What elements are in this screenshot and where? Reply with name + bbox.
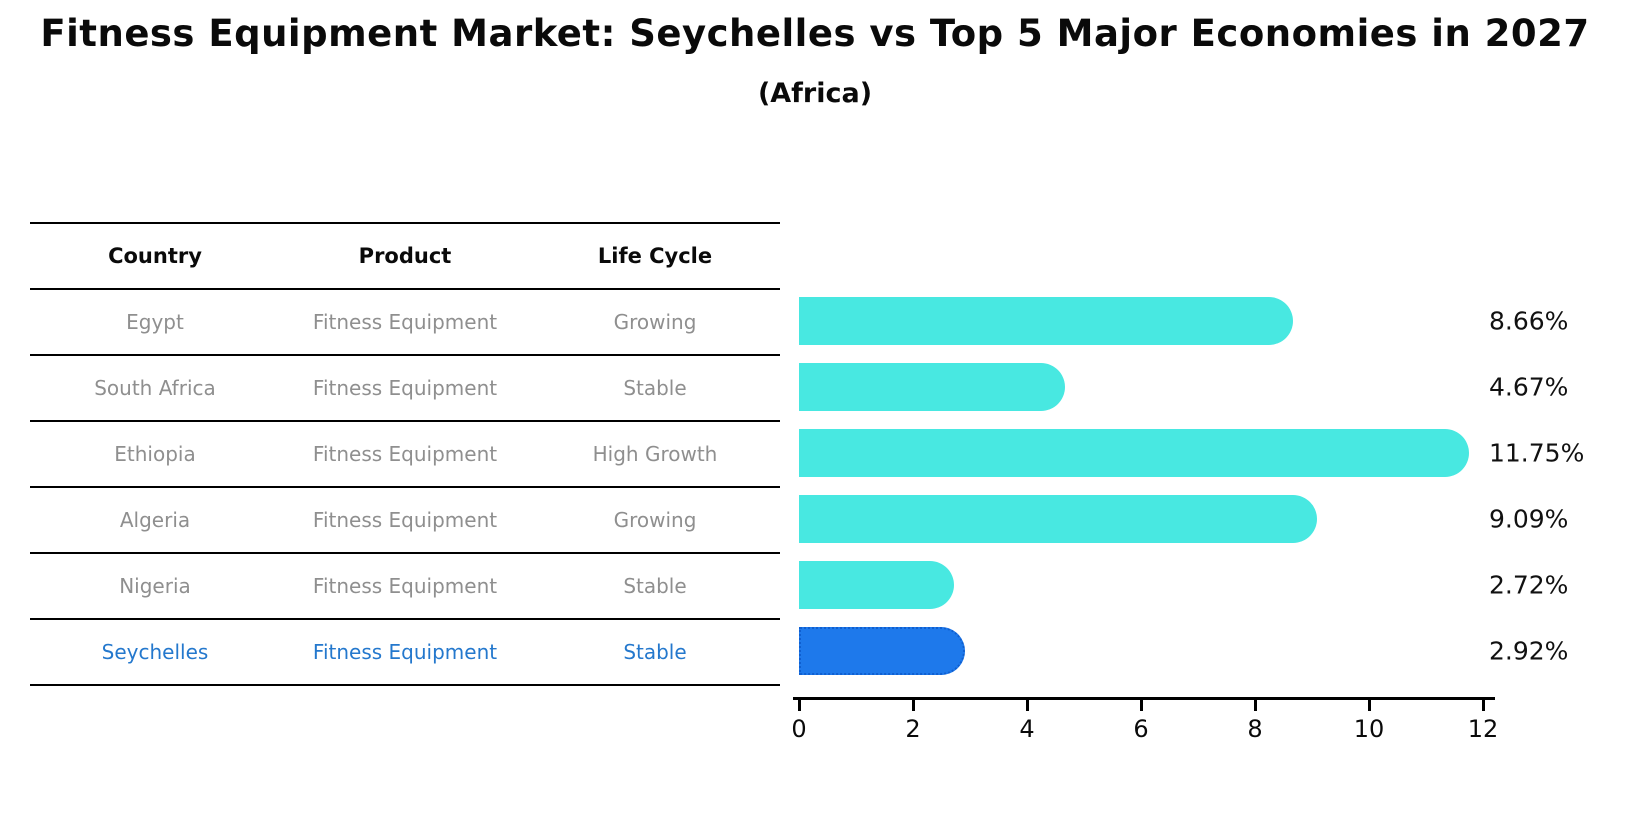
cell-product: Fitness Equipment — [312, 574, 498, 598]
bar-value-label: 4.67% — [1489, 372, 1569, 402]
cell-country: Algeria — [119, 508, 191, 532]
cell-country: Ethiopia — [114, 442, 196, 466]
x-axis-tick-label: 0 — [791, 715, 807, 743]
bar-lane: 2.72% — [799, 552, 1619, 618]
bar-nigeria — [799, 561, 954, 609]
x-axis-tick — [798, 700, 801, 711]
x-axis-tick-label: 4 — [1019, 715, 1035, 743]
bar-egypt — [799, 297, 1293, 345]
country-table: Country Product Life Cycle Egypt Fitness… — [30, 222, 780, 686]
table-row-nigeria: Nigeria Fitness Equipment Stable — [30, 553, 780, 619]
cell-country: Nigeria — [119, 574, 191, 598]
x-axis-tick-label: 6 — [1133, 715, 1149, 743]
column-header-product: Product — [358, 244, 452, 268]
x-axis-tick — [1482, 700, 1485, 711]
table-row-south-africa: South Africa Fitness Equipment Stable — [30, 355, 780, 421]
table-header: Country Product Life Cycle — [30, 223, 780, 289]
column-header-life-cycle: Life Cycle — [597, 244, 713, 268]
x-axis-tick — [1254, 700, 1257, 711]
x-axis-tick — [912, 700, 915, 711]
bar-lane: 11.75% — [799, 420, 1619, 486]
cell-product: Fitness Equipment — [312, 376, 498, 400]
cell-product: Fitness Equipment — [312, 442, 498, 466]
bar-lane: 8.66% — [799, 288, 1619, 354]
bar-value-label: 2.92% — [1489, 636, 1569, 666]
cell-life-cycle: Stable — [623, 640, 687, 664]
cell-product: Fitness Equipment — [312, 508, 498, 532]
bar-value-label: 2.72% — [1489, 570, 1569, 600]
cell-country: South Africa — [94, 376, 216, 400]
x-axis-tick-label: 8 — [1247, 715, 1263, 743]
cell-product: Fitness Equipment — [312, 640, 498, 664]
table-header-row: Country Product Life Cycle — [30, 223, 780, 289]
table-row-ethiopia: Ethiopia Fitness Equipment High Growth — [30, 421, 780, 487]
x-axis-line — [793, 697, 1495, 700]
cell-life-cycle: Stable — [623, 376, 687, 400]
x-axis: 0 2 4 6 8 10 12 — [791, 697, 1559, 767]
bar-lane: 9.09% — [799, 486, 1619, 552]
bar-south-africa — [799, 363, 1065, 411]
table-row-egypt: Egypt Fitness Equipment Growing — [30, 289, 780, 355]
x-axis-tick — [1140, 700, 1143, 711]
table-row-algeria: Algeria Fitness Equipment Growing — [30, 487, 780, 553]
bar-lane: 4.67% — [799, 354, 1619, 420]
x-axis-tick-label: 2 — [905, 715, 921, 743]
bar-value-label: 8.66% — [1489, 306, 1569, 336]
x-axis-tick — [1026, 700, 1029, 711]
bar-value-label: 11.75% — [1489, 438, 1585, 468]
cell-product: Fitness Equipment — [312, 310, 498, 334]
chart-subtitle: (Africa) — [757, 78, 873, 109]
x-axis-tick-label: 12 — [1467, 715, 1499, 743]
chart-title: Fitness Equipment Market: Seychelles vs … — [40, 12, 1590, 55]
bar-value-label: 9.09% — [1489, 504, 1569, 534]
bar-ethiopia — [799, 429, 1469, 477]
cell-life-cycle: Growing — [613, 310, 697, 334]
x-axis-tick — [1368, 700, 1371, 711]
country-table-container: Country Product Life Cycle Egypt Fitness… — [30, 222, 780, 686]
cell-country: Egypt — [126, 310, 184, 334]
column-header-country: Country — [108, 244, 202, 268]
cell-country: Seychelles — [101, 640, 209, 664]
cell-life-cycle: Stable — [623, 574, 687, 598]
table-row-seychelles: Seychelles Fitness Equipment Stable — [30, 619, 780, 685]
bar-algeria — [799, 495, 1317, 543]
cell-life-cycle: High Growth — [592, 442, 718, 466]
bar-plot: 8.66% 4.67% 11.75% 9.09% 2.72% 2.92% — [799, 288, 1619, 684]
bar-lane: 2.92% — [799, 618, 1619, 684]
x-axis-tick-label: 10 — [1353, 715, 1385, 743]
table-body: Egypt Fitness Equipment Growing South Af… — [30, 289, 780, 685]
bar-seychelles-highlighted — [799, 627, 965, 675]
cell-life-cycle: Growing — [613, 508, 697, 532]
